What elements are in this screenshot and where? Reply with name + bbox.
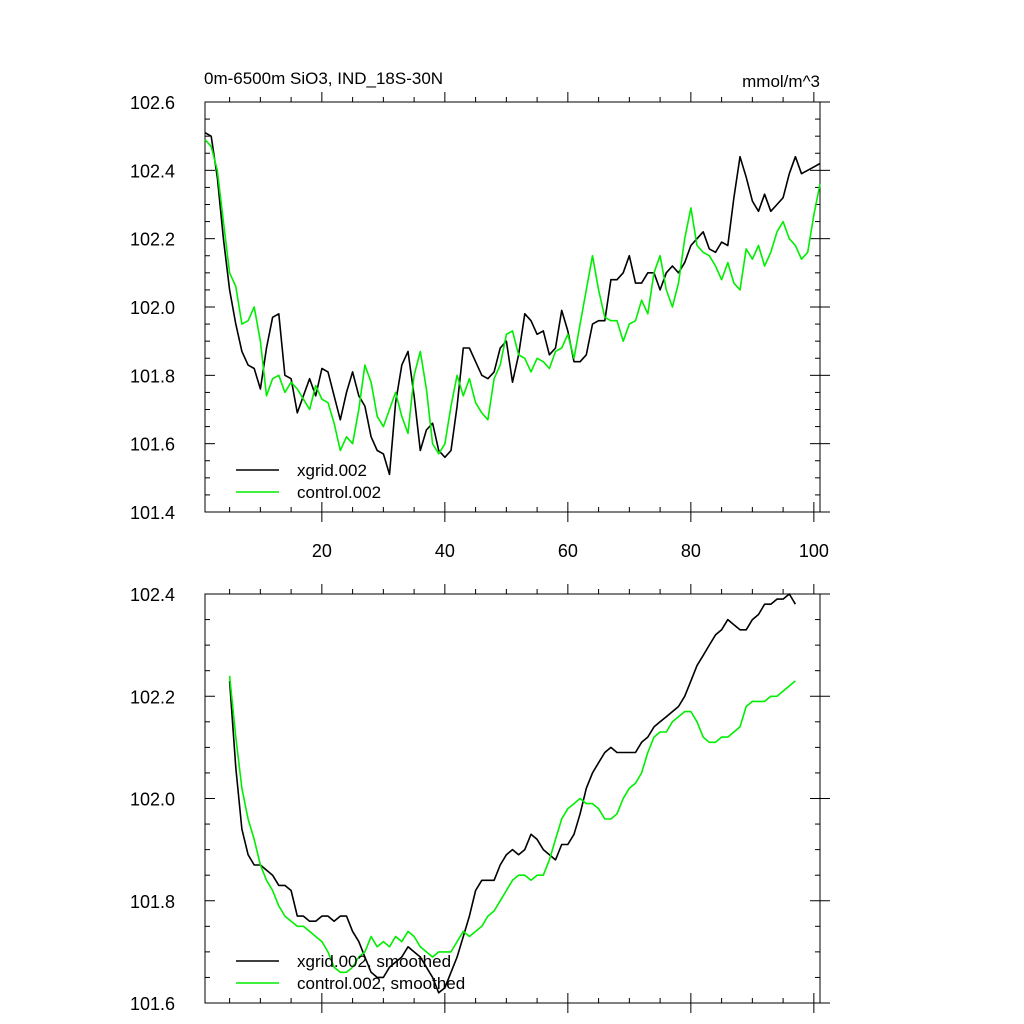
series-line-xgrid-002-smoothed bbox=[228, 593, 797, 994]
legend-label: control.002 bbox=[297, 483, 381, 502]
plot-frame bbox=[204, 101, 821, 513]
y-tick-label: 101.8 bbox=[130, 366, 175, 386]
top-panel: 0m-6500m SiO3, IND_18S-30N mmol/m^3 20 40… bbox=[130, 69, 830, 561]
chart-title: 0m-6500m SiO3, IND_18S-30N bbox=[204, 69, 443, 88]
x-tick-label: 60 bbox=[558, 541, 578, 561]
y-tick-label: 102.6 bbox=[130, 93, 175, 113]
legend-label: xgrid.002, smoothed bbox=[297, 952, 451, 971]
x-tick-label: 100 bbox=[799, 541, 829, 561]
y-tick-label: 102.2 bbox=[130, 687, 175, 707]
y-tick-label: 102.4 bbox=[130, 585, 175, 605]
legend-label: control.002, smoothed bbox=[297, 974, 465, 993]
y-tick-label: 101.4 bbox=[130, 503, 175, 523]
y-tick-label: 101.8 bbox=[130, 892, 175, 912]
series-line-control-002 bbox=[204, 139, 821, 455]
y-tick-label: 102.2 bbox=[130, 230, 175, 250]
x-tick-label: 40 bbox=[435, 541, 455, 561]
y-tick-label: 102.0 bbox=[130, 790, 175, 810]
plot-frame bbox=[204, 593, 821, 1004]
y-tick-label: 102.4 bbox=[130, 161, 175, 181]
y-tick-label: 101.6 bbox=[130, 994, 175, 1014]
series-line-control-002-smoothed bbox=[228, 675, 796, 974]
y-tick-label: 101.6 bbox=[130, 435, 175, 455]
bottom-panel: 101.6 101.8 102.0 102.2 102.4 xgrid.002, smoo… bbox=[130, 584, 830, 1014]
legend-label: xgrid.002 bbox=[297, 461, 367, 480]
y-tick-label: 102.0 bbox=[130, 298, 175, 318]
series-line-xgrid-002 bbox=[204, 132, 821, 476]
units-label: mmol/m^3 bbox=[742, 72, 820, 91]
x-tick-label: 80 bbox=[681, 541, 701, 561]
x-tick-label: 20 bbox=[312, 541, 332, 561]
